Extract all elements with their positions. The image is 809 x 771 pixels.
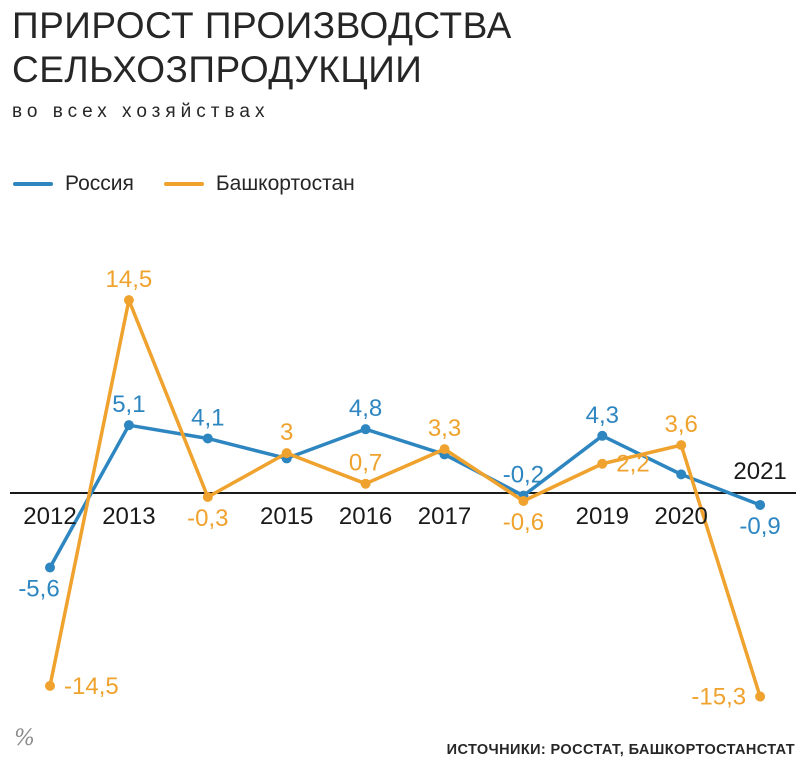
year-label: 2017 <box>418 503 471 530</box>
legend-label-bashkortostan: Башкортостан <box>215 172 355 195</box>
data-point <box>360 424 371 435</box>
source-credit: ИСТОЧНИКИ: РОССТАТ, БАШКОРТОСТАНСТАТ <box>446 742 795 758</box>
legend-item-russia: Россия <box>13 172 134 196</box>
year-label: 2020 <box>655 503 708 530</box>
data-point <box>676 440 687 451</box>
value-label: 4,8 <box>349 395 382 422</box>
data-point <box>360 478 371 489</box>
legend-line-icon-bashkortostan <box>163 182 204 186</box>
line-chart: -5,6 5,1 4,1 4,8 -0,2 4,3 -0,9 -14,5 14,5 -0,3 3 0,… <box>10 266 796 710</box>
data-point <box>518 495 529 506</box>
data-point <box>439 444 450 455</box>
data-point <box>755 691 766 702</box>
data-point <box>202 433 213 444</box>
chart-title: ПРИРОСТ ПРОИЗВОДСТВА СЕЛЬХОЗПРОДУКЦИИ <box>12 4 512 92</box>
data-point <box>597 430 608 441</box>
data-point <box>45 562 55 573</box>
data-point <box>45 680 55 691</box>
value-label: -5,6 <box>18 575 59 602</box>
legend-label-russia: Россия <box>65 172 134 195</box>
data-point <box>123 295 134 306</box>
header: ПРИРОСТ ПРОИЗВОДСТВА СЕЛЬХОЗПРОДУКЦИИ во… <box>12 4 512 123</box>
value-label: 4,1 <box>191 404 224 431</box>
data-point <box>676 469 687 480</box>
chart-subtitle: во всех хозяйствах <box>12 101 270 122</box>
legend-item-bashkortostan: Башкортостан <box>163 172 355 196</box>
data-point <box>597 458 608 469</box>
value-label: 4,3 <box>586 402 619 429</box>
value-label: 3,3 <box>428 415 461 442</box>
value-label: 14,5 <box>106 266 153 293</box>
data-point <box>202 491 213 502</box>
year-label: 2019 <box>576 503 629 530</box>
year-label: 2012 <box>23 503 76 530</box>
value-label: -0,6 <box>503 509 544 536</box>
value-label: -0,9 <box>739 513 780 540</box>
data-point <box>281 448 292 459</box>
data-point <box>123 420 134 431</box>
value-label: -15,3 <box>691 683 746 710</box>
series-line-bashkortostan <box>48 298 762 699</box>
year-label: 2013 <box>102 503 155 530</box>
value-label: -0,3 <box>187 505 228 532</box>
value-label: 0,7 <box>349 450 382 477</box>
value-label: 3,6 <box>665 411 698 438</box>
legend-line-icon-russia <box>13 182 53 186</box>
data-point <box>755 499 766 510</box>
y-axis-unit-label: % <box>14 726 35 751</box>
value-label: 3 <box>280 419 293 446</box>
series-line-russia <box>48 423 762 570</box>
value-label: -14,5 <box>64 673 119 700</box>
title-line-2: СЕЛЬХОЗПРОДУКЦИИ <box>12 49 423 90</box>
year-label: 2016 <box>339 503 392 530</box>
year-label: 2015 <box>260 503 313 530</box>
value-label: 2,2 <box>616 451 649 478</box>
legend: Россия Башкортостан <box>13 172 355 196</box>
value-label: -0,2 <box>503 462 544 489</box>
value-label: 5,1 <box>112 391 145 418</box>
title-line-1: ПРИРОСТ ПРОИЗВОДСТВА <box>12 5 512 46</box>
year-label: 2021 <box>733 458 786 485</box>
